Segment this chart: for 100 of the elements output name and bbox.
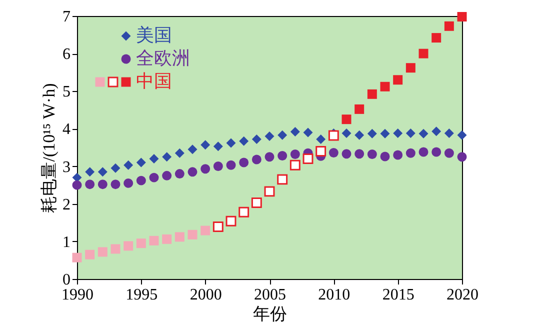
point (110, 244, 120, 254)
point (174, 169, 184, 179)
point (238, 206, 250, 218)
point (393, 128, 403, 138)
point (457, 12, 467, 22)
legend-label: 中国 (136, 71, 172, 91)
legend-label: 美国 (136, 25, 172, 45)
point (85, 250, 95, 260)
point (149, 236, 159, 246)
point (124, 241, 134, 251)
legend-label: 全欧洲 (136, 48, 190, 68)
point (328, 148, 338, 158)
point (162, 234, 172, 244)
point (393, 150, 403, 160)
point (457, 152, 467, 162)
point (290, 126, 300, 136)
point (149, 154, 159, 164)
y-tick-label: 4 (62, 121, 70, 138)
x-tick-label: 2005 (254, 286, 286, 304)
point (124, 160, 134, 170)
point (380, 82, 390, 92)
point (457, 130, 467, 140)
point (316, 134, 326, 144)
point (418, 48, 428, 58)
point (278, 151, 288, 160)
x-tick-label: 2010 (318, 286, 350, 304)
x-axis-title: 年份 (253, 304, 287, 324)
point (110, 163, 120, 173)
x-tick-label: 1995 (126, 286, 158, 304)
point (85, 167, 95, 177)
x-tick-label: 1990 (62, 286, 94, 304)
point (149, 172, 159, 182)
point (432, 33, 442, 43)
point (406, 148, 416, 158)
point (98, 180, 108, 190)
point (226, 160, 236, 170)
point (342, 128, 352, 138)
point (251, 198, 262, 208)
point (354, 130, 364, 140)
point (200, 164, 210, 174)
x-tick-label: 2015 (382, 286, 414, 304)
point (303, 128, 313, 138)
point (277, 174, 288, 185)
point (418, 128, 428, 138)
point (162, 152, 172, 162)
point (136, 158, 146, 168)
point (354, 104, 364, 114)
point (380, 128, 390, 138)
point (85, 180, 95, 190)
point (252, 154, 262, 164)
y-tick-label: 0 (62, 272, 70, 288)
point (264, 152, 274, 162)
point (188, 167, 198, 177)
point (226, 216, 236, 226)
point (380, 152, 390, 162)
x-tick-label: 2000 (190, 286, 222, 304)
point (328, 130, 339, 141)
point (367, 128, 377, 138)
point (342, 114, 352, 124)
y-tick-label: 7 (62, 8, 70, 26)
point (432, 126, 442, 136)
point (239, 136, 249, 146)
point (367, 150, 377, 159)
point (98, 167, 108, 177)
point (239, 158, 249, 168)
point (278, 130, 288, 140)
point (290, 160, 300, 170)
point (444, 128, 454, 138)
y-tick-label: 1 (62, 234, 70, 251)
point (188, 230, 198, 240)
point (393, 75, 403, 85)
y-tick-label: 2 (62, 196, 70, 214)
point (200, 226, 210, 236)
point (444, 21, 454, 31)
point (72, 180, 82, 190)
x-tick-label: 2020 (446, 286, 478, 304)
y-tick-label: 3 (62, 158, 70, 176)
point (98, 247, 108, 257)
point (264, 131, 274, 141)
point (226, 138, 236, 148)
point (110, 180, 120, 190)
point (302, 154, 314, 164)
point (213, 162, 223, 172)
point (264, 186, 275, 197)
point (432, 147, 442, 157)
point (406, 128, 416, 138)
point (406, 63, 416, 73)
point (354, 149, 364, 159)
point (174, 148, 184, 158)
point (316, 146, 326, 156)
point (252, 134, 262, 144)
point (174, 232, 184, 242)
point (136, 176, 146, 186)
point (162, 170, 172, 180)
point (200, 140, 210, 150)
y-axis-title: 耗电量/(10¹⁵ W·h) (40, 83, 58, 213)
point (342, 149, 352, 159)
point (290, 150, 300, 159)
point (124, 178, 134, 188)
point (418, 147, 428, 157)
